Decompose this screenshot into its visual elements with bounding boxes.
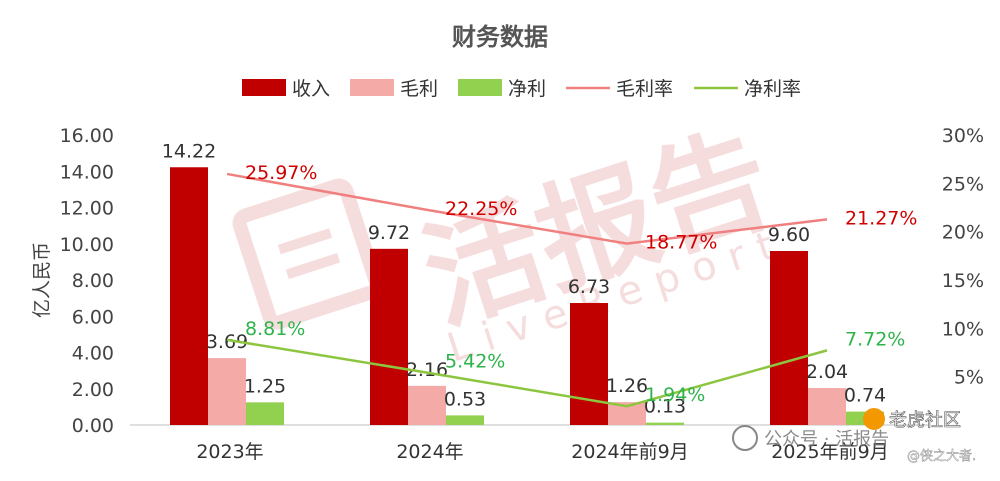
line-净利率 (226, 338, 828, 408)
y2-tick-label: 10% (942, 318, 984, 340)
y-tick-label: 8.00 (72, 270, 114, 292)
y-tick-label: 2.00 (72, 379, 114, 401)
x-tick-label: 2023年 (196, 441, 263, 463)
bar-净利-2 (646, 422, 684, 425)
bar-收入-3 (770, 251, 808, 425)
bar-label: 0.53 (444, 388, 486, 410)
bar-label: 3.69 (206, 331, 248, 353)
line-毛利率 (226, 172, 828, 245)
bar-净利-0 (246, 402, 284, 425)
bar-毛利-2 (608, 402, 646, 425)
author-label: @侠之大者. (907, 449, 976, 464)
tiger-icon (863, 408, 885, 430)
legend-swatch-0 (242, 79, 286, 96)
y2-tick-label: 30% (942, 125, 984, 147)
legend-label-4: 净利率 (744, 78, 801, 100)
legend-swatch-1 (350, 79, 394, 96)
bar-label: 9.72 (368, 222, 410, 244)
bar-label: 6.73 (568, 276, 610, 298)
bar-label: 1.26 (606, 375, 648, 397)
bar-毛利-3 (808, 388, 846, 425)
y2-tick-label: 25% (942, 173, 984, 195)
line-label: 5.42% (445, 351, 505, 373)
bar-收入-1 (370, 248, 408, 425)
line-label: 1.94% (645, 384, 705, 406)
wechat-label: 公众号 · 活报告 (764, 429, 889, 450)
x-tick-label: 2025年前9月 (771, 441, 888, 463)
y2-tick-label: 15% (942, 270, 984, 292)
line-label: 21.27% (845, 207, 917, 229)
y-tick-label: 4.00 (72, 343, 114, 365)
legend-label-1: 毛利 (400, 78, 438, 100)
line-label: 18.77% (645, 232, 717, 254)
bar-净利-1 (446, 415, 484, 425)
y-tick-label: 16.00 (60, 125, 114, 147)
bar-收入-0 (170, 167, 208, 425)
community-label: 老虎社区 (889, 410, 961, 431)
bar-毛利-0 (208, 358, 246, 425)
legend-label-0: 收入 (292, 78, 330, 100)
bar-label: 0.13 (644, 396, 686, 418)
y-axis-label: 亿人民币 (31, 242, 53, 318)
bar-毛利-1 (408, 385, 446, 425)
line-label: 22.25% (445, 198, 517, 220)
y2-tick-label: 5% (954, 367, 984, 389)
y2-tick-label: 20% (942, 222, 984, 244)
legend-swatch-2 (458, 79, 502, 96)
watermark-logo-bar (285, 252, 341, 280)
watermark-logo (232, 178, 384, 330)
line-label: 7.72% (845, 328, 905, 350)
bar-label: 2.04 (806, 361, 848, 383)
y-tick-label: 6.00 (72, 306, 114, 328)
bar-label: 1.25 (244, 375, 286, 397)
legend-label-3: 毛利率 (616, 78, 673, 100)
bar-label: 0.74 (844, 385, 886, 407)
chart-title: 财务数据 (452, 23, 548, 51)
bar-label: 14.22 (162, 140, 216, 162)
line-label: 25.97% (245, 162, 317, 184)
bar-label: 9.60 (768, 224, 810, 246)
watermark-logo-bar (277, 228, 333, 255)
line-label: 8.81% (245, 318, 305, 340)
y-tick-label: 0.00 (72, 415, 114, 437)
y-tick-label: 10.00 (60, 234, 114, 256)
y-tick-label: 14.00 (60, 161, 114, 183)
x-tick-label: 2024年前9月 (571, 441, 688, 463)
x-tick-label: 2024年 (396, 441, 463, 463)
wechat-icon (732, 425, 758, 451)
legend-label-2: 净利 (508, 78, 546, 100)
bar-收入-2 (570, 303, 608, 425)
y-tick-label: 12.00 (60, 198, 114, 220)
